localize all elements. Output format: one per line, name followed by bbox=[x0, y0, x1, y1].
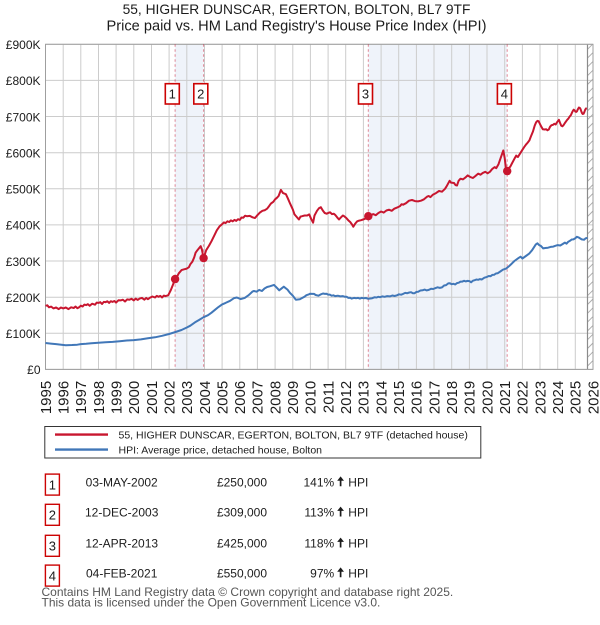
svg-text:2025: 2025 bbox=[568, 381, 585, 414]
svg-text:2023: 2023 bbox=[532, 381, 549, 414]
svg-text:118%: 118% bbox=[304, 537, 334, 551]
svg-text:55, HIGHER DUNSCAR, EGERTON, B: 55, HIGHER DUNSCAR, EGERTON, BOLTON, BL7… bbox=[123, 2, 471, 17]
svg-text:2024: 2024 bbox=[550, 381, 567, 414]
svg-text:12-DEC-2003: 12-DEC-2003 bbox=[85, 506, 159, 520]
svg-text:2003: 2003 bbox=[179, 381, 196, 414]
svg-text:2019: 2019 bbox=[462, 381, 479, 414]
svg-text:HPI: HPI bbox=[348, 506, 368, 520]
svg-text:2: 2 bbox=[197, 87, 204, 102]
svg-text:£700K: £700K bbox=[6, 110, 41, 124]
svg-text:2005: 2005 bbox=[214, 381, 231, 414]
svg-text:97%: 97% bbox=[310, 566, 334, 580]
svg-text:2016: 2016 bbox=[409, 381, 426, 414]
svg-text:Price paid vs. HM Land Registr: Price paid vs. HM Land Registry's House … bbox=[107, 18, 487, 34]
svg-text:3: 3 bbox=[362, 87, 369, 102]
svg-text:141%: 141% bbox=[303, 475, 334, 489]
svg-text:2001: 2001 bbox=[144, 381, 161, 414]
svg-text:£100K: £100K bbox=[6, 327, 41, 341]
svg-text:04-FEB-2021: 04-FEB-2021 bbox=[86, 566, 158, 580]
svg-text:2020: 2020 bbox=[479, 381, 496, 414]
svg-text:2017: 2017 bbox=[426, 381, 443, 414]
svg-text:£400K: £400K bbox=[6, 219, 41, 233]
svg-text:2009: 2009 bbox=[285, 381, 302, 414]
svg-text:2008: 2008 bbox=[267, 381, 284, 414]
svg-text:2014: 2014 bbox=[373, 381, 390, 414]
svg-text:2000: 2000 bbox=[126, 381, 143, 414]
svg-text:£800K: £800K bbox=[6, 74, 41, 88]
svg-text:2015: 2015 bbox=[391, 381, 408, 414]
svg-text:Contains HM Land Registry data: Contains HM Land Registry data © Crown c… bbox=[42, 585, 454, 599]
svg-text:4: 4 bbox=[49, 568, 56, 583]
svg-text:£300K: £300K bbox=[6, 255, 41, 269]
svg-text:4: 4 bbox=[501, 87, 508, 102]
svg-text:1999: 1999 bbox=[108, 381, 125, 414]
svg-text:2010: 2010 bbox=[303, 381, 320, 414]
svg-text:1: 1 bbox=[49, 477, 56, 492]
svg-text:HPI: HPI bbox=[348, 537, 368, 551]
svg-text:£550,000: £550,000 bbox=[217, 566, 267, 580]
svg-text:12-APR-2013: 12-APR-2013 bbox=[85, 537, 158, 551]
svg-text:2007: 2007 bbox=[250, 381, 267, 414]
svg-text:2022: 2022 bbox=[515, 381, 532, 414]
svg-text:£500K: £500K bbox=[6, 183, 41, 197]
svg-text:03-MAY-2002: 03-MAY-2002 bbox=[86, 475, 158, 489]
svg-text:2012: 2012 bbox=[338, 381, 355, 414]
svg-text:1995: 1995 bbox=[38, 381, 55, 414]
svg-text:HPI: HPI bbox=[348, 566, 368, 580]
svg-text:113%: 113% bbox=[304, 506, 334, 520]
svg-text:2002: 2002 bbox=[161, 381, 178, 414]
svg-text:2004: 2004 bbox=[197, 381, 214, 414]
svg-text:55, HIGHER DUNSCAR, EGERTON, B: 55, HIGHER DUNSCAR, EGERTON, BOLTON, BL7… bbox=[119, 429, 468, 441]
svg-text:HPI: Average price, detached h: HPI: Average price, detached house, Bolt… bbox=[119, 444, 323, 456]
svg-text:2018: 2018 bbox=[444, 381, 461, 414]
svg-text:£900K: £900K bbox=[6, 38, 41, 52]
svg-text:£600K: £600K bbox=[6, 147, 41, 161]
svg-text:3: 3 bbox=[49, 539, 56, 554]
svg-text:2: 2 bbox=[49, 508, 56, 523]
svg-text:This data is licensed under th: This data is licensed under the Open Gov… bbox=[42, 595, 381, 609]
svg-text:£425,000: £425,000 bbox=[217, 537, 267, 551]
svg-text:2026: 2026 bbox=[585, 381, 600, 414]
svg-text:£200K: £200K bbox=[6, 291, 41, 305]
svg-text:HPI: HPI bbox=[348, 475, 368, 489]
svg-text:2013: 2013 bbox=[356, 381, 373, 414]
svg-text:£309,000: £309,000 bbox=[217, 506, 267, 520]
svg-text:1996: 1996 bbox=[56, 381, 73, 414]
svg-text:£250,000: £250,000 bbox=[217, 475, 267, 489]
svg-text:2011: 2011 bbox=[320, 381, 337, 413]
svg-text:1: 1 bbox=[169, 87, 176, 102]
svg-text:2021: 2021 bbox=[497, 381, 514, 414]
svg-text:1998: 1998 bbox=[91, 381, 108, 414]
svg-text:2006: 2006 bbox=[232, 381, 249, 414]
svg-text:£0: £0 bbox=[27, 363, 41, 377]
svg-text:1997: 1997 bbox=[73, 381, 90, 414]
